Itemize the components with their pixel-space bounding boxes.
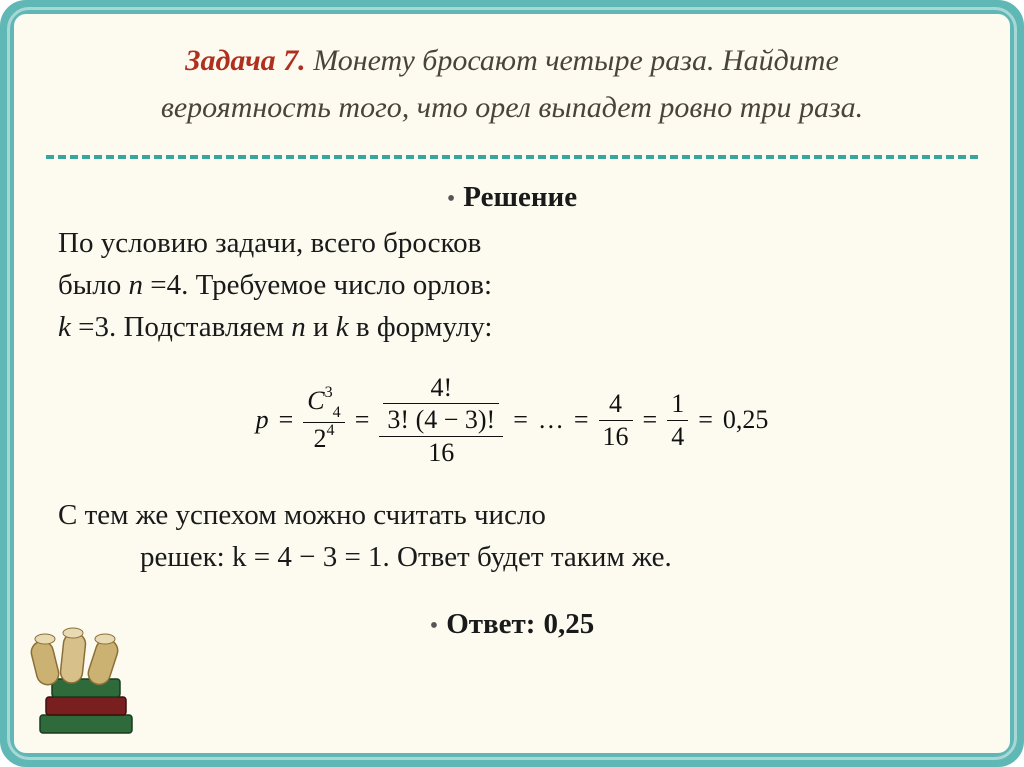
formula-block: p = C34 24 = 4! 3! (4 − 3)! — [46, 374, 978, 466]
answer-value: 0,25 — [543, 608, 594, 641]
note-line2: решек: k = 4 − 3 = 1. Ответ будет таким … — [58, 536, 966, 578]
formula-dots: … — [538, 405, 564, 435]
slide-frame: Задача 7. Монету бросают четыре раза. На… — [0, 0, 1024, 767]
answer-row: • Ответ: 0,25 — [46, 608, 978, 641]
mid-num: 4! 3! (4 − 3)! — [379, 374, 503, 436]
formula-eq3: = — [513, 405, 528, 435]
formula-eq5: = — [643, 405, 658, 435]
mid-den: 16 — [424, 437, 458, 466]
lhs-den: 24 — [309, 423, 338, 452]
answer-label: Ответ: — [446, 608, 535, 641]
lhs-den-base: 2 — [313, 424, 326, 453]
mid-top: 4! — [426, 374, 456, 403]
note-line1: С тем же успехом можно считать число — [58, 494, 966, 536]
note-line2-a: решек: — [140, 541, 232, 573]
body-line2: было n =4. Требуемое число орлов: — [58, 264, 966, 306]
body-line2-b: =4. Требуемое число орлов: — [150, 269, 492, 301]
solution-title-row: • Решение — [46, 181, 978, 222]
lhs-sup: 3 — [325, 384, 333, 401]
lhs-den-sup: 4 — [326, 422, 334, 439]
lhs-sub: 4 — [333, 404, 341, 421]
r1-num: 4 — [605, 390, 626, 419]
body-line3-b: и — [306, 311, 336, 343]
formula-eq1: = — [279, 405, 294, 435]
task-text-line2: вероятность того, что орел выпадет ровно… — [56, 85, 968, 132]
r2-den: 4 — [667, 421, 688, 450]
task-text-line1: Монету бросают четыре раза. Найдите — [306, 44, 839, 77]
body-line3: k =3. Подставляем n и k в формулу: — [58, 306, 966, 348]
formula-frac-r1: 4 16 — [599, 390, 633, 450]
body-line3-a: =3. Подставляем — [78, 311, 291, 343]
dashed-separator — [46, 155, 978, 159]
solution-title: Решение — [463, 181, 577, 214]
formula-frac-lhs: C34 24 — [303, 387, 344, 452]
body-line3-var-k2: k — [336, 311, 349, 343]
r2-num: 1 — [667, 390, 688, 419]
body-line2-a: было — [58, 269, 128, 301]
formula-p: p — [256, 405, 269, 435]
body-line3-c: в формулу: — [349, 311, 493, 343]
lhs-C: C — [307, 386, 324, 415]
task-number-label: Задача 7. — [185, 44, 306, 77]
mid-inner-frac: 4! 3! (4 − 3)! — [383, 374, 499, 434]
formula-eq4: = — [574, 405, 589, 435]
lhs-num: C34 — [303, 387, 344, 422]
books-scrolls-icon — [22, 625, 152, 745]
formula-frac-mid: 4! 3! (4 − 3)! 16 — [379, 374, 503, 466]
r1-den: 16 — [599, 421, 633, 450]
formula-frac-r2: 1 4 — [667, 390, 688, 450]
note-line2-var-k: k — [232, 541, 247, 573]
formula-result: 0,25 — [723, 405, 769, 435]
note-line2-b: = 4 − 3 = 1. Ответ будет таким же. — [246, 541, 671, 573]
formula: p = C34 24 = 4! 3! (4 − 3)! — [256, 374, 769, 466]
formula-eq2: = — [355, 405, 370, 435]
bullet-icon: • — [447, 187, 455, 211]
note-block: С тем же успехом можно считать число реш… — [46, 494, 978, 578]
formula-eq6: = — [698, 405, 713, 435]
body-line2-var-n: n — [128, 269, 150, 301]
body-line1: По условию задачи, всего бросков — [58, 222, 966, 264]
mid-bot: 3! (4 − 3)! — [383, 404, 499, 433]
bullet-icon-2: • — [430, 614, 438, 638]
solution-body: По условию задачи, всего бросков было n … — [46, 222, 978, 348]
body-line3-var-k: k — [58, 311, 78, 343]
body-line3-var-n2: n — [291, 311, 306, 343]
task-header: Задача 7. Монету бросают четыре раза. На… — [46, 32, 978, 149]
